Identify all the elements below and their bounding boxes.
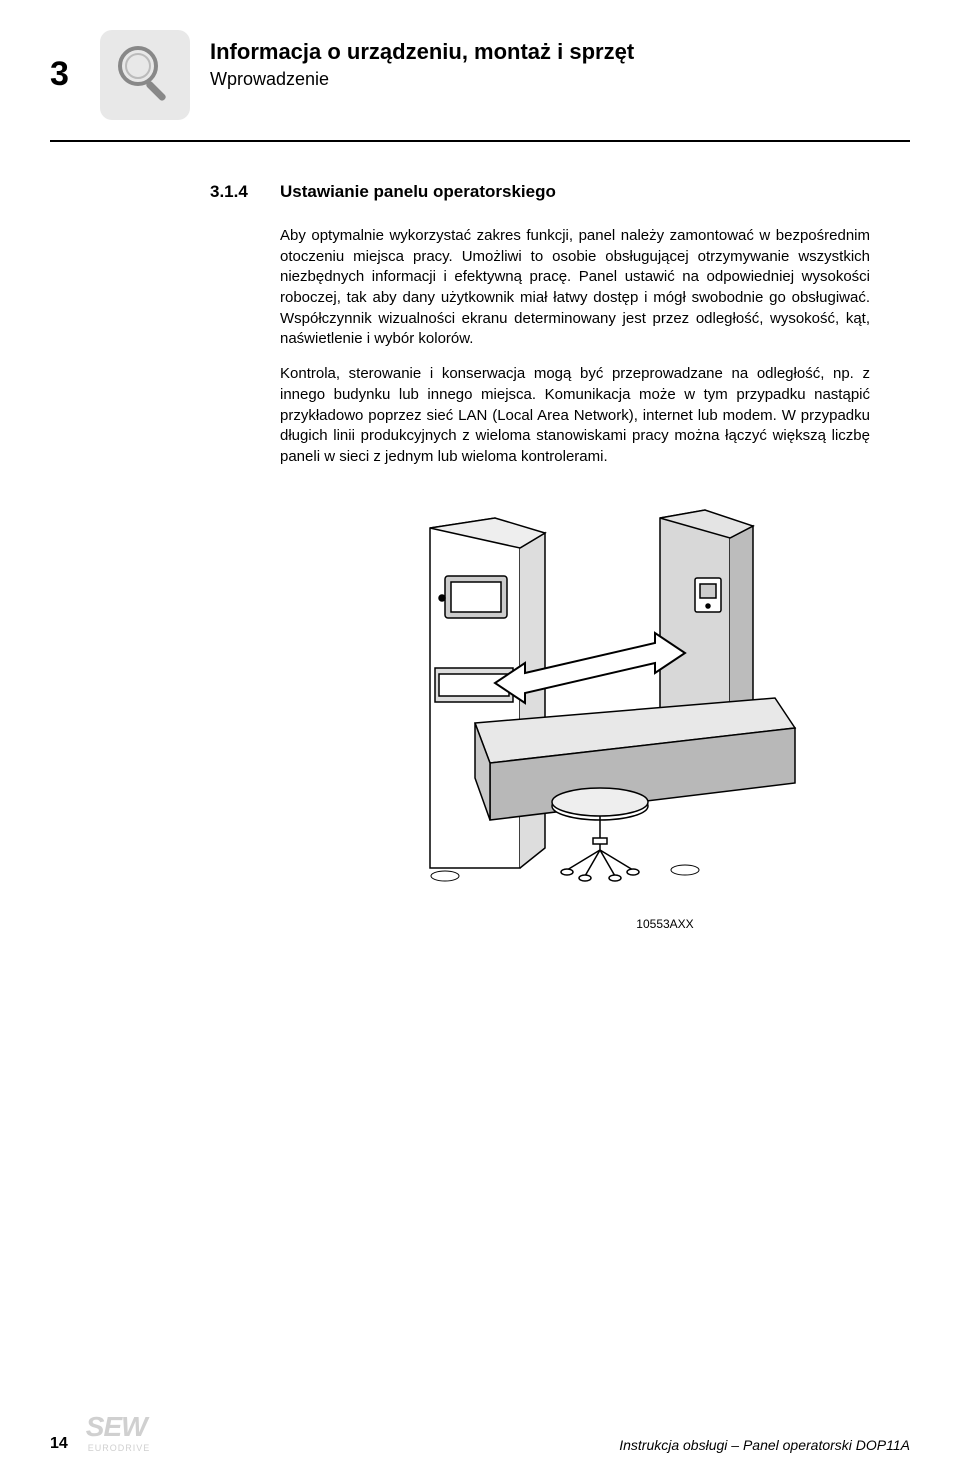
logo-sub-text: EURODRIVE: [88, 1443, 151, 1453]
section-number: 3.1.4: [210, 182, 260, 202]
header-rule: [50, 140, 910, 142]
paragraph-1: Aby optymalnie wykorzystać zakres funkcj…: [280, 226, 870, 350]
figure: 10553AXX: [280, 498, 910, 931]
section-title: Ustawianie panelu operatorskiego: [280, 182, 556, 202]
page: 3 Informacja o urządzeniu, montaż i sprz…: [0, 0, 960, 931]
title-block: Informacja o urządzeniu, montaż i sprzęt…: [210, 38, 634, 90]
footer: 14 SEW EURODRIVE Instrukcja obsługi – Pa…: [0, 1411, 960, 1453]
section-heading: 3.1.4 Ustawianie panelu operatorskiego: [210, 182, 910, 202]
body-text: Aby optymalnie wykorzystać zakres funkcj…: [280, 226, 870, 468]
header-row: 3 Informacja o urządzeniu, montaż i sprz…: [50, 30, 910, 120]
logo-main-text: SEW: [86, 1411, 151, 1443]
figure-caption: 10553AXX: [420, 917, 910, 931]
page-subtitle: Wprowadzenie: [210, 69, 634, 90]
workstation-illustration: [375, 498, 815, 888]
sew-logo: SEW EURODRIVE: [86, 1411, 151, 1453]
page-title: Informacja o urządzeniu, montaż i sprzęt: [210, 38, 634, 67]
page-number: 14: [50, 1435, 68, 1453]
paragraph-2: Kontrola, sterowanie i konserwacja mogą …: [280, 364, 870, 467]
magnifier-icon: [110, 40, 180, 110]
footer-doc-title: Instrukcja obsługi – Panel operatorski D…: [619, 1437, 910, 1453]
magnifier-icon-box: [100, 30, 190, 120]
chapter-number: 3: [50, 55, 80, 94]
